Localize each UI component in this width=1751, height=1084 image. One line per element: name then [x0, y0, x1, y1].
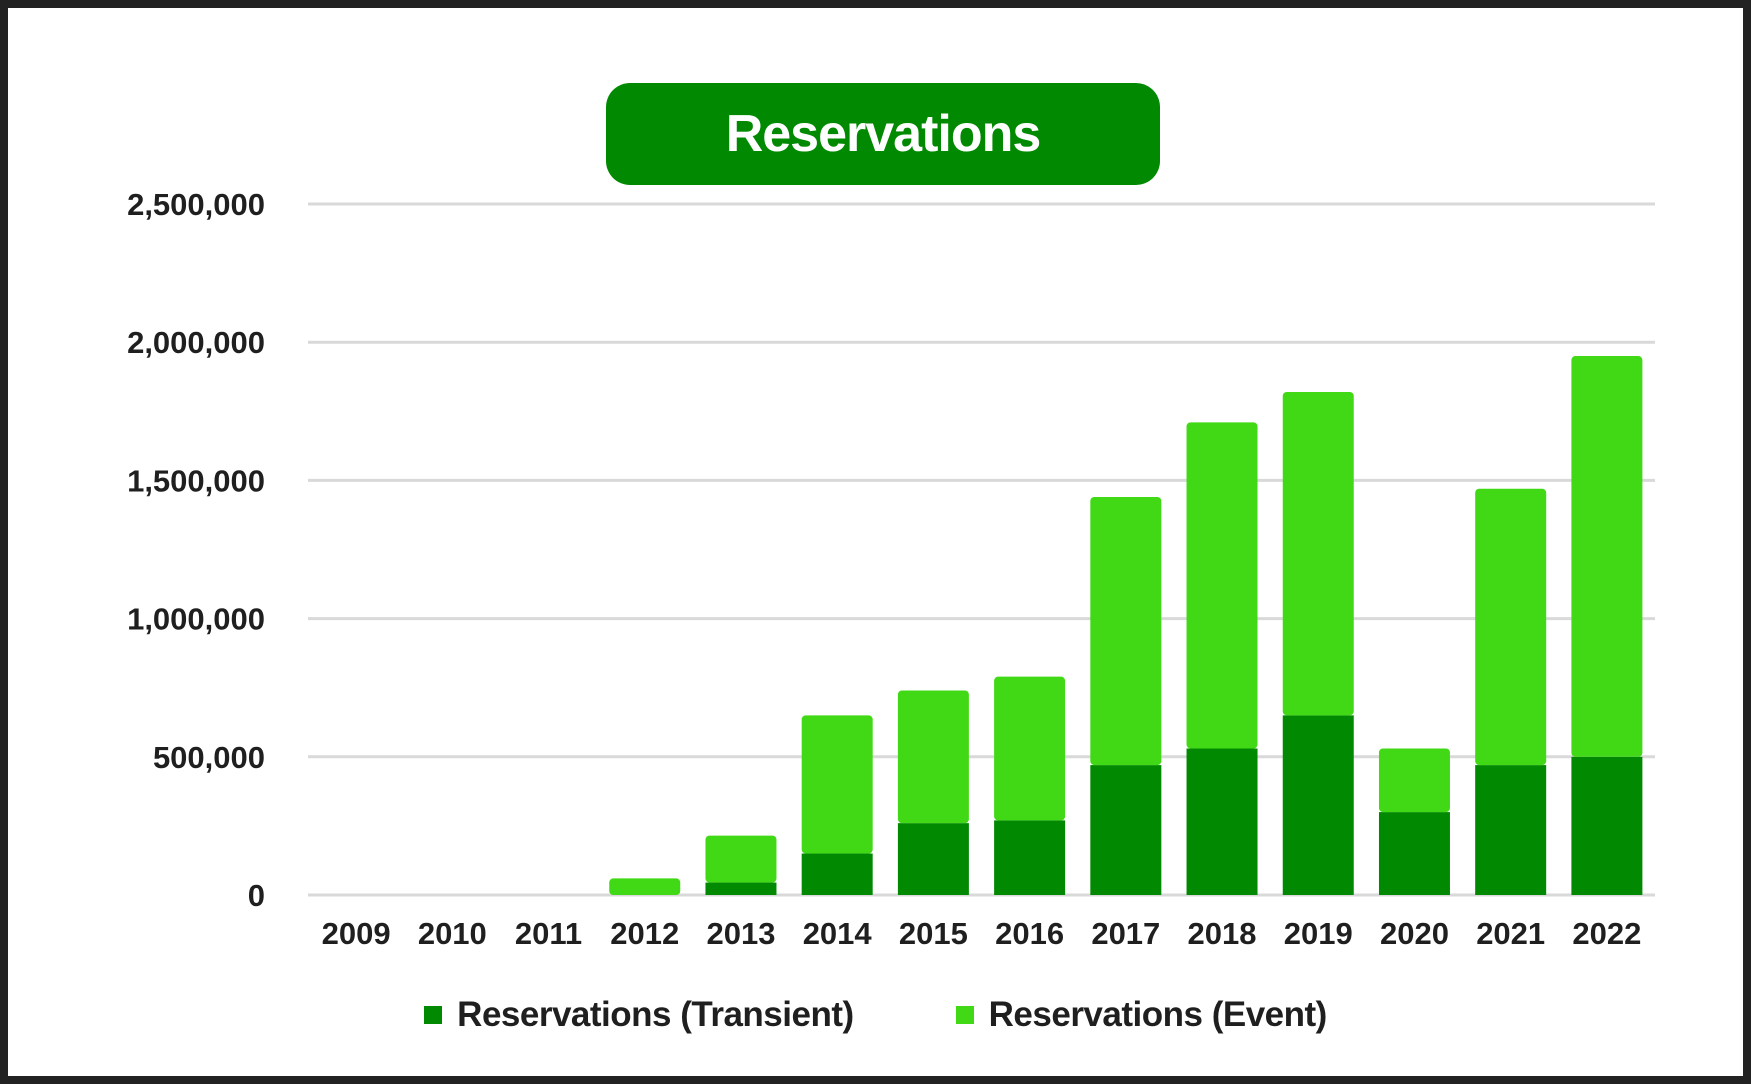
chart-title: Reservations — [725, 105, 1042, 163]
bar-transient-2020 — [1378, 812, 1450, 895]
bar-event-2017 — [1090, 496, 1162, 766]
bar-transient-2013 — [705, 882, 777, 895]
x-tick-label: 2019 — [1284, 916, 1353, 951]
x-tick-label: 2015 — [899, 916, 968, 951]
bar-transient-2017 — [1090, 765, 1162, 895]
x-tick-label: 2018 — [1188, 916, 1257, 951]
bar-transient-2016 — [994, 820, 1066, 895]
bar-event-2013 — [705, 835, 777, 883]
x-tick-label: 2020 — [1380, 916, 1449, 951]
x-tick-label: 2012 — [610, 916, 679, 951]
bar-transient-2019 — [1282, 715, 1354, 895]
bar-event-2016 — [994, 676, 1066, 821]
x-tick-label: 2017 — [1091, 916, 1160, 951]
bar-transient-2015 — [897, 823, 969, 895]
bar-event-2019 — [1282, 391, 1354, 716]
legend: Reservations (Transient) Reservations (E… — [0, 988, 1751, 1042]
bar-transient-2018 — [1186, 748, 1258, 895]
chart-title-badge: Reservations — [606, 83, 1160, 185]
x-tick-label: 2011 — [515, 916, 582, 951]
y-tick-label: 1,000,000 — [127, 602, 265, 637]
bar-event-2018 — [1186, 422, 1258, 749]
legend-swatch-event — [955, 1006, 974, 1024]
bar-event-2020 — [1378, 748, 1450, 813]
legend-label-event: Reservations (Event) — [988, 995, 1328, 1034]
gridlines — [308, 202, 1655, 897]
bar-transient-2014 — [801, 853, 873, 895]
y-tick-label: 0 — [248, 878, 265, 913]
x-tick-label: 2022 — [1572, 916, 1641, 951]
bar-event-2014 — [801, 715, 873, 854]
y-axis-ticks: 0 500,000 1,000,000 1,500,000 2,000,000 2,500… — [127, 187, 265, 913]
legend-swatch-transient — [424, 1006, 443, 1024]
y-tick-label: 500,000 — [153, 740, 265, 775]
x-tick-label: 2014 — [803, 916, 873, 951]
bar-event-2012 — [609, 878, 681, 895]
x-tick-label: 2021 — [1476, 916, 1545, 951]
bars — [609, 356, 1643, 895]
x-tick-label: 2009 — [322, 916, 391, 951]
y-tick-label: 2,500,000 — [127, 187, 265, 222]
legend-label-transient: Reservations (Transient) — [457, 995, 854, 1034]
bar-event-2022 — [1571, 356, 1643, 757]
x-axis-ticks: 2009 2010 2011 2012 2013 2014 2015 2016 2017 2018… — [322, 916, 1642, 951]
x-tick-label: 2013 — [706, 916, 775, 951]
legend-item-transient: Reservations (Transient) — [424, 995, 854, 1035]
bar-event-2021 — [1475, 488, 1547, 766]
legend-item-event: Reservations (Event) — [955, 995, 1328, 1035]
bar-transient-2021 — [1475, 765, 1547, 895]
x-tick-label: 2010 — [418, 916, 487, 951]
y-tick-label: 1,500,000 — [127, 463, 265, 498]
bar-event-2015 — [897, 690, 969, 824]
x-tick-label: 2016 — [995, 916, 1064, 951]
y-tick-label: 2,000,000 — [127, 325, 265, 360]
bar-transient-2022 — [1571, 756, 1643, 895]
